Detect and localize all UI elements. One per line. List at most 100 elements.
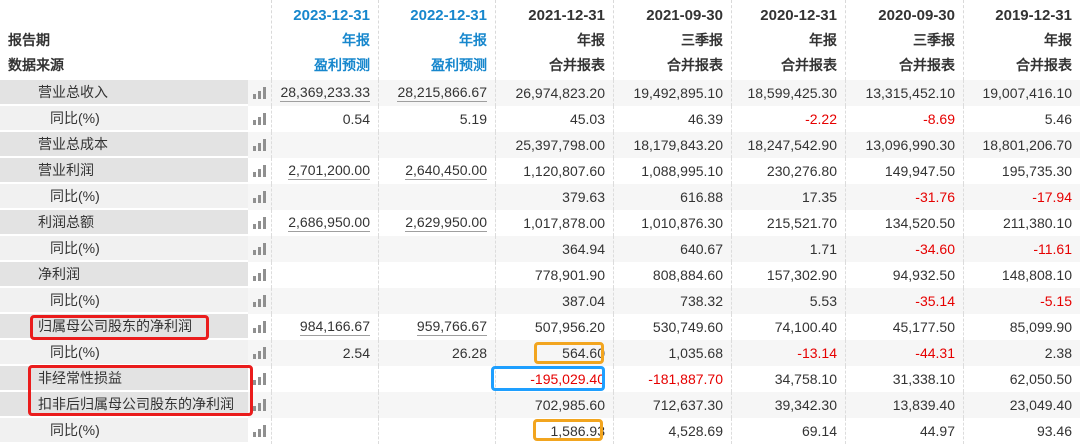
column-header: 2022-12-31 年报 盈利预测	[378, 0, 495, 80]
value-text: 702,985.60	[534, 397, 605, 413]
value-text: 1,010,876.30	[641, 215, 723, 231]
column-data-source: 盈利预测	[431, 57, 487, 73]
mini-bar-chart-icon[interactable]	[248, 366, 271, 392]
value-text: 39,342.30	[774, 397, 837, 413]
column-period-type: 年报	[342, 32, 370, 48]
mini-bar-chart-icon[interactable]	[248, 236, 271, 262]
column-header: 2020-09-30 三季报 合并报表	[845, 0, 963, 80]
value-cell: -181,887.70	[613, 366, 731, 392]
value-text: 379.63	[562, 189, 605, 205]
value-cell: 62,050.50	[963, 366, 1080, 392]
value-text: 738.32	[680, 293, 723, 309]
column-date: 2021-12-31	[528, 7, 605, 24]
value-cell: 1.71	[731, 236, 845, 262]
value-text: 2,629,950.00	[405, 213, 487, 232]
table-row: 扣非后归属母公司股东的净利润 702,985.60 712,637.30 39,342…	[0, 392, 1080, 418]
value-cell	[378, 236, 495, 262]
value-text: 28,215,866.67	[397, 83, 487, 102]
value-cell: 712,637.30	[613, 392, 731, 418]
value-cell: -5.15	[963, 288, 1080, 314]
value-text: 93.46	[1036, 423, 1072, 439]
mini-bar-chart-icon[interactable]	[248, 418, 271, 444]
mini-bar-chart-icon[interactable]	[248, 288, 271, 314]
column-data-source: 合并报表	[549, 57, 605, 73]
value-text: 215,521.70	[766, 215, 837, 231]
table-row: 营业总成本 25,397,798.00 18,179,843.20 18,247,54…	[0, 132, 1080, 158]
value-cell: 1,010,876.30	[613, 210, 731, 236]
value-cell: -13.14	[731, 340, 845, 366]
value-cell: 1,088,995.10	[613, 158, 731, 184]
column-date: 2020-09-30	[878, 7, 955, 24]
value-cell: -31.76	[845, 184, 963, 210]
value-cell: 4,528.69	[613, 418, 731, 444]
value-cell: 44.97	[845, 418, 963, 444]
mini-bar-chart-icon[interactable]	[248, 132, 271, 158]
mini-bar-chart-icon[interactable]	[248, 184, 271, 210]
value-cell: 46.39	[613, 106, 731, 132]
value-cell: 26.28	[378, 340, 495, 366]
value-cell: 28,369,233.33	[271, 80, 378, 106]
value-text: -195,029.40	[530, 371, 605, 387]
value-text: 195,735.30	[1001, 163, 1072, 179]
column-data-source: 合并报表	[1016, 57, 1072, 73]
mini-bar-chart-icon[interactable]	[248, 314, 271, 340]
value-cell	[378, 418, 495, 444]
value-cell: 195,735.30	[963, 158, 1080, 184]
row-label: 扣非后归属母公司股东的净利润	[0, 392, 248, 418]
value-cell: 17.35	[731, 184, 845, 210]
value-cell: 45.03	[495, 106, 613, 132]
mini-bar-chart-icon[interactable]	[248, 80, 271, 106]
column-data-source: 盈利预测	[314, 57, 370, 73]
value-text: 1,586.93	[550, 423, 606, 439]
table-row: 同比(%) 387.04 738.32 5.53 -35.14 -5.15	[0, 288, 1080, 314]
mini-bar-chart-icon[interactable]	[248, 392, 271, 418]
mini-bar-chart-icon[interactable]	[248, 210, 271, 236]
value-cell: 215,521.70	[731, 210, 845, 236]
mini-bar-chart-icon[interactable]	[248, 158, 271, 184]
column-date: 2019-12-31	[995, 7, 1072, 24]
value-cell: 2,701,200.00	[271, 158, 378, 184]
value-text: 62,050.50	[1009, 371, 1072, 387]
value-text: 46.39	[687, 111, 723, 127]
mini-bar-chart-icon[interactable]	[248, 262, 271, 288]
value-cell: 379.63	[495, 184, 613, 210]
value-cell: 959,766.67	[378, 314, 495, 340]
value-cell: -2.22	[731, 106, 845, 132]
value-cell: 26,974,823.20	[495, 80, 613, 106]
value-text: 2.54	[342, 345, 370, 361]
value-text: 85,099.90	[1009, 319, 1072, 335]
value-text: 23,049.40	[1009, 397, 1072, 413]
column-period-type: 年报	[577, 32, 605, 48]
value-cell: 2,686,950.00	[271, 210, 378, 236]
column-period-type: 年报	[1044, 32, 1072, 48]
value-cell: 738.32	[613, 288, 731, 314]
value-cell: -11.61	[963, 236, 1080, 262]
value-text: 45.03	[569, 111, 605, 127]
row-label: 同比(%)	[0, 340, 248, 366]
column-header: 2020-12-31 年报 合并报表	[731, 0, 845, 80]
value-cell: -34.60	[845, 236, 963, 262]
value-cell: 1,017,878.00	[495, 210, 613, 236]
value-cell: 134,520.50	[845, 210, 963, 236]
value-text: 5.19	[459, 111, 487, 127]
value-cell: 5.53	[731, 288, 845, 314]
value-cell	[271, 366, 378, 392]
value-text: -5.15	[1040, 293, 1072, 309]
value-cell	[271, 132, 378, 158]
value-cell: 157,302.90	[731, 262, 845, 288]
value-cell: 13,839.40	[845, 392, 963, 418]
mini-bar-chart-icon[interactable]	[248, 106, 271, 132]
value-text: 28,369,233.33	[280, 83, 370, 102]
value-text: 2,701,200.00	[288, 161, 370, 180]
column-date: 2020-12-31	[760, 7, 837, 24]
value-cell: 148,808.10	[963, 262, 1080, 288]
value-cell: 702,985.60	[495, 392, 613, 418]
value-text: 18,247,542.90	[747, 137, 837, 153]
value-cell: 564.60	[495, 340, 613, 366]
table-row: 净利润 778,901.90 808,884.60 157,302.90 94,932.…	[0, 262, 1080, 288]
value-cell: -44.31	[845, 340, 963, 366]
value-text: 2.38	[1044, 345, 1072, 361]
value-text: 18,179,843.20	[633, 137, 723, 153]
value-text: 1,120,807.60	[523, 163, 605, 179]
mini-bar-chart-icon[interactable]	[248, 340, 271, 366]
